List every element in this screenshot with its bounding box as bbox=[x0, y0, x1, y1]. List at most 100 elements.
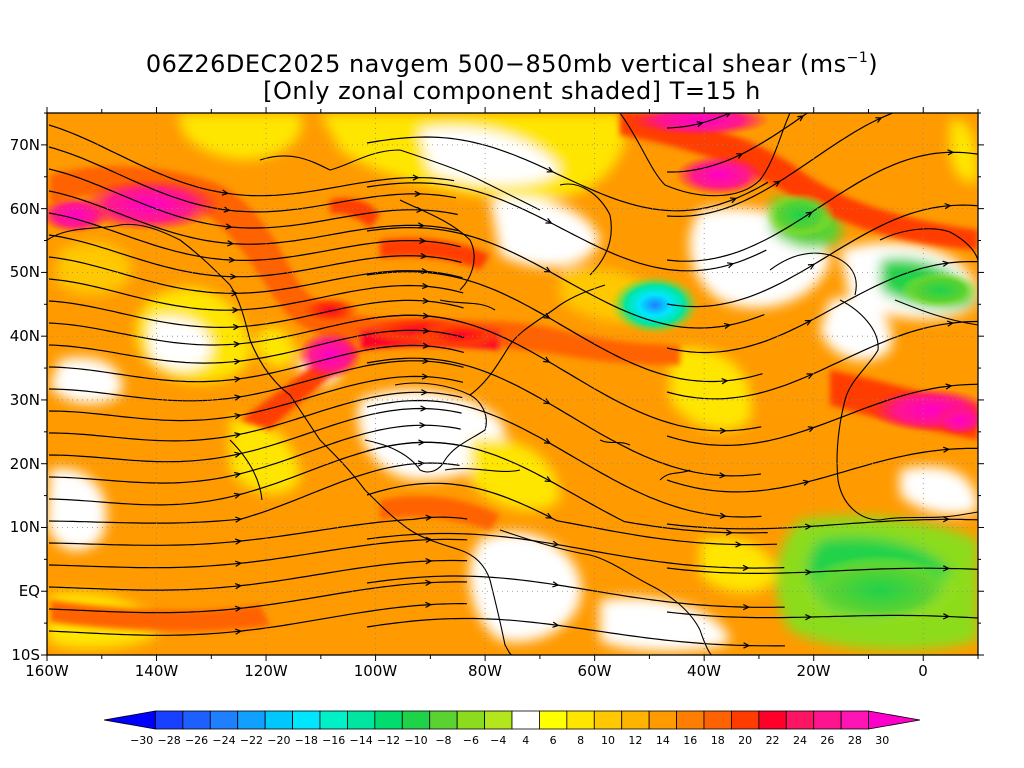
colorbar-swatch bbox=[209, 710, 239, 730]
streamline bbox=[48, 146, 457, 213]
x-tick-marks bbox=[46, 107, 979, 661]
x-tick-label: 140W bbox=[135, 662, 179, 680]
colorbar-swatch bbox=[621, 710, 650, 730]
streamline bbox=[48, 299, 464, 329]
streamline-arrowhead bbox=[425, 558, 433, 565]
x-tick-label: 20W bbox=[797, 662, 831, 680]
map-panel bbox=[47, 113, 978, 655]
streamline bbox=[366, 271, 763, 383]
streamline-arrowhead bbox=[234, 471, 242, 479]
streamline-arrowhead bbox=[543, 312, 551, 319]
colorbar-label: −6 bbox=[463, 734, 479, 747]
colorbar-label: −26 bbox=[185, 734, 208, 747]
title-superscript: −1 bbox=[847, 50, 869, 66]
colorbar-label: 28 bbox=[848, 734, 862, 747]
streamline bbox=[366, 314, 762, 432]
streamline-arrowhead bbox=[221, 189, 230, 196]
streamline-arrowhead bbox=[234, 413, 242, 420]
streamline-arrowhead bbox=[806, 373, 814, 380]
streamline-arrowhead bbox=[223, 206, 231, 213]
streamline bbox=[48, 212, 461, 261]
streamline-arrowhead bbox=[942, 565, 951, 572]
colorbar-label: 26 bbox=[820, 734, 834, 747]
y-tick-marks bbox=[41, 112, 984, 656]
colorbar-swatch bbox=[511, 710, 540, 730]
streamline-arrowhead bbox=[545, 218, 553, 224]
streamlines bbox=[48, 113, 978, 655]
map-title: 06Z26DEC2025 navgem 500−850mb vertical s… bbox=[146, 50, 878, 105]
streamline-arrowhead bbox=[421, 389, 429, 396]
y-tick-label: 10S bbox=[11, 646, 40, 664]
colorbar-label: −10 bbox=[404, 734, 427, 747]
streamline bbox=[666, 518, 978, 530]
streamline-arrowhead bbox=[807, 263, 816, 270]
x-tick-label: 120W bbox=[244, 662, 288, 680]
lat-lon-grid bbox=[47, 113, 978, 655]
streamline-arrowhead bbox=[234, 538, 243, 545]
colorbar-swatch bbox=[374, 710, 403, 730]
colorbar-swatch bbox=[182, 710, 211, 730]
streamline-arrowhead bbox=[942, 613, 951, 620]
streamline-arrowhead bbox=[231, 290, 239, 297]
colorbar-swatch bbox=[785, 710, 815, 730]
streamline-arrowhead bbox=[412, 174, 420, 181]
streamline-arrowhead bbox=[723, 322, 732, 329]
streamline-arrowhead bbox=[742, 603, 751, 611]
streamline-arrowhead bbox=[942, 260, 950, 267]
streamline-arrowhead bbox=[726, 113, 731, 118]
streamline bbox=[48, 234, 462, 278]
streamline-arrowhead bbox=[735, 541, 743, 548]
streamline bbox=[48, 375, 464, 422]
streamline-arrowhead bbox=[419, 422, 427, 429]
streamline-arrowhead bbox=[421, 282, 430, 290]
x-tick-label: 60W bbox=[578, 662, 612, 680]
streamline bbox=[48, 559, 468, 591]
streamline bbox=[366, 617, 786, 647]
streamline-arrowhead bbox=[805, 614, 813, 621]
streamline-arrowhead bbox=[552, 540, 560, 547]
streamline-arrowhead bbox=[807, 426, 816, 433]
streamline-arrowhead bbox=[422, 297, 430, 305]
streamline bbox=[366, 532, 785, 569]
streamline bbox=[666, 204, 978, 308]
streamline-arrowhead bbox=[805, 569, 813, 576]
colorbar-label: 4 bbox=[522, 734, 529, 747]
map-frame bbox=[46, 112, 979, 656]
streamline bbox=[48, 424, 461, 484]
streamline-arrowhead bbox=[942, 446, 951, 453]
streamline-arrowhead bbox=[544, 476, 552, 482]
title-line-1: 06Z26DEC2025 navgem 500−850mb vertical s… bbox=[146, 50, 847, 78]
streamline bbox=[666, 320, 978, 400]
streamline bbox=[48, 190, 460, 245]
colorbar-swatch bbox=[456, 710, 485, 730]
streamline bbox=[366, 226, 765, 329]
x-tick-label: 80W bbox=[468, 662, 502, 680]
streamline bbox=[666, 151, 978, 262]
streamline-arrowhead bbox=[727, 262, 735, 269]
x-tick-label: 40W bbox=[687, 662, 721, 680]
streamline-arrowhead bbox=[543, 438, 552, 444]
shading-layer bbox=[47, 113, 978, 652]
streamline bbox=[366, 575, 785, 608]
title-line-2: [Only zonal component shaded] T=15 h bbox=[263, 77, 761, 105]
colorbar-label: −30 bbox=[130, 734, 153, 747]
x-tick-label: 100W bbox=[354, 662, 398, 680]
colorbar-swatch bbox=[484, 710, 513, 730]
streamline-arrowhead bbox=[944, 202, 952, 210]
streamline bbox=[666, 611, 978, 619]
colorbar-label: −8 bbox=[435, 734, 451, 747]
streamline-arrowhead bbox=[743, 642, 751, 649]
streamline-arrowhead bbox=[421, 267, 429, 275]
streamline bbox=[48, 278, 464, 311]
colorbar-label: 18 bbox=[711, 734, 725, 747]
streamline-arrowhead bbox=[696, 121, 704, 128]
colorbar-swatch bbox=[539, 710, 568, 730]
streamline-arrowhead bbox=[234, 628, 243, 635]
streamline-arrowhead bbox=[421, 373, 429, 380]
streamline-arrowhead bbox=[232, 306, 240, 314]
colorbar-swatch bbox=[566, 710, 595, 730]
streamline-arrowhead bbox=[685, 654, 687, 655]
streamline bbox=[48, 581, 467, 614]
x-tick-label: 0 bbox=[918, 662, 928, 680]
